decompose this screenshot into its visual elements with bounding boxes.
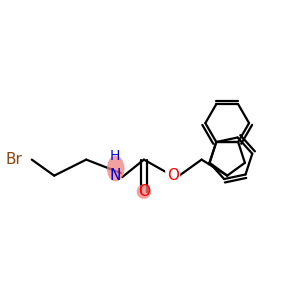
Ellipse shape [107, 156, 124, 182]
Text: O: O [167, 168, 179, 183]
Ellipse shape [137, 184, 151, 199]
Text: H: H [110, 149, 120, 164]
Text: Br: Br [5, 152, 22, 167]
Text: O: O [138, 184, 150, 199]
Text: N: N [110, 168, 121, 183]
